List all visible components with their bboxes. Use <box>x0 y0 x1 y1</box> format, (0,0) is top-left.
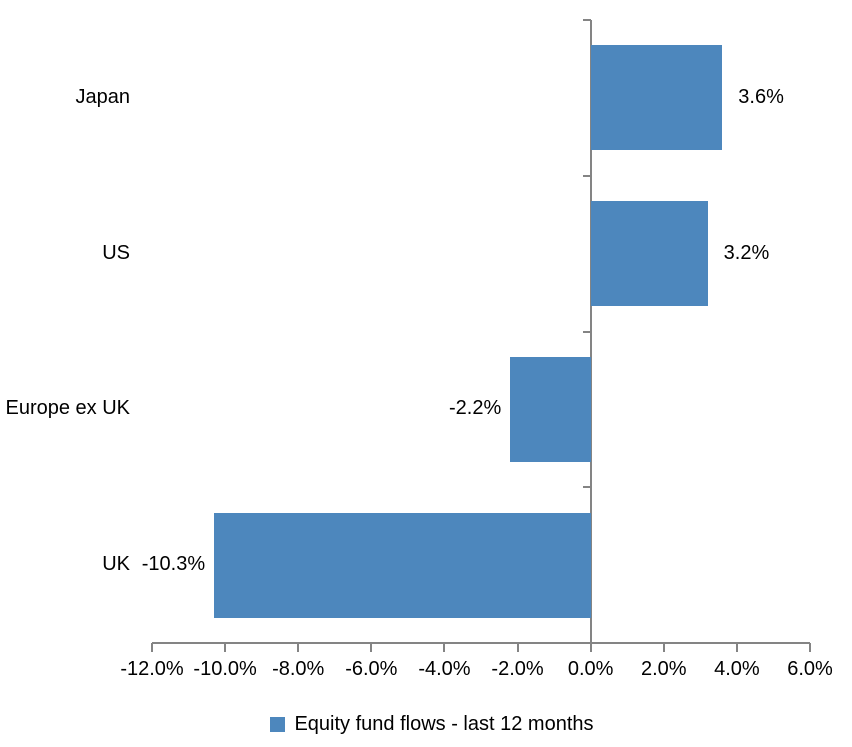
data-label-europe-ex-uk: -2.2% <box>448 397 502 420</box>
legend-swatch-icon <box>270 716 286 732</box>
x-axis-tick <box>224 643 227 652</box>
data-label-us: 3.2% <box>723 241 770 264</box>
x-axis-tick <box>809 643 811 652</box>
bar-europe-ex-uk <box>510 356 591 462</box>
category-label-japan: Japan <box>75 85 131 108</box>
y-axis-tick <box>582 642 591 644</box>
category-label-us: US <box>102 241 130 264</box>
x-tick-label: -6.0% <box>345 658 398 680</box>
x-tick-label: -4.0% <box>418 658 471 680</box>
data-label-uk: -10.3% <box>141 553 206 576</box>
x-axis-line <box>152 642 810 644</box>
data-label-japan: 3.6% <box>738 85 784 108</box>
category-label-uk: UK <box>102 553 130 576</box>
x-axis-tick <box>589 643 592 652</box>
x-tick-label: 0.0% <box>567 658 614 680</box>
y-axis-line <box>589 20 592 643</box>
x-axis-tick <box>516 643 519 652</box>
legend-label: Equity fund flows - last 12 months <box>294 712 594 735</box>
bar-us <box>590 201 708 307</box>
legend: Equity fund flows - last 12 months <box>0 708 852 740</box>
y-axis-tick <box>582 330 591 333</box>
x-tick-label: -10.0% <box>193 658 257 680</box>
x-axis-tick <box>151 643 153 652</box>
x-tick-label: 4.0% <box>714 658 760 680</box>
x-axis-tick <box>735 643 738 652</box>
bar-uk <box>214 512 591 618</box>
category-label-europe-ex-uk: Europe ex UK <box>5 397 130 420</box>
x-tick-label: -8.0% <box>272 658 325 680</box>
x-tick-label: -12.0% <box>120 658 184 680</box>
x-axis-tick <box>370 643 373 652</box>
x-axis-tick <box>297 643 300 652</box>
y-axis-tick <box>582 19 591 21</box>
x-tick-label: -2.0% <box>491 658 544 680</box>
x-axis-tick <box>443 643 446 652</box>
x-tick-label: 2.0% <box>640 658 687 680</box>
y-axis-tick <box>582 486 591 489</box>
x-axis-tick <box>662 643 665 652</box>
plot-area: -12.0% -10.0% -8.0% -6.0% -4.0% -2.0% 0.0% 2.0%… <box>5 19 833 680</box>
y-axis-tick <box>582 174 591 177</box>
x-tick-label: 6.0% <box>787 658 833 680</box>
bar-japan <box>590 45 723 151</box>
